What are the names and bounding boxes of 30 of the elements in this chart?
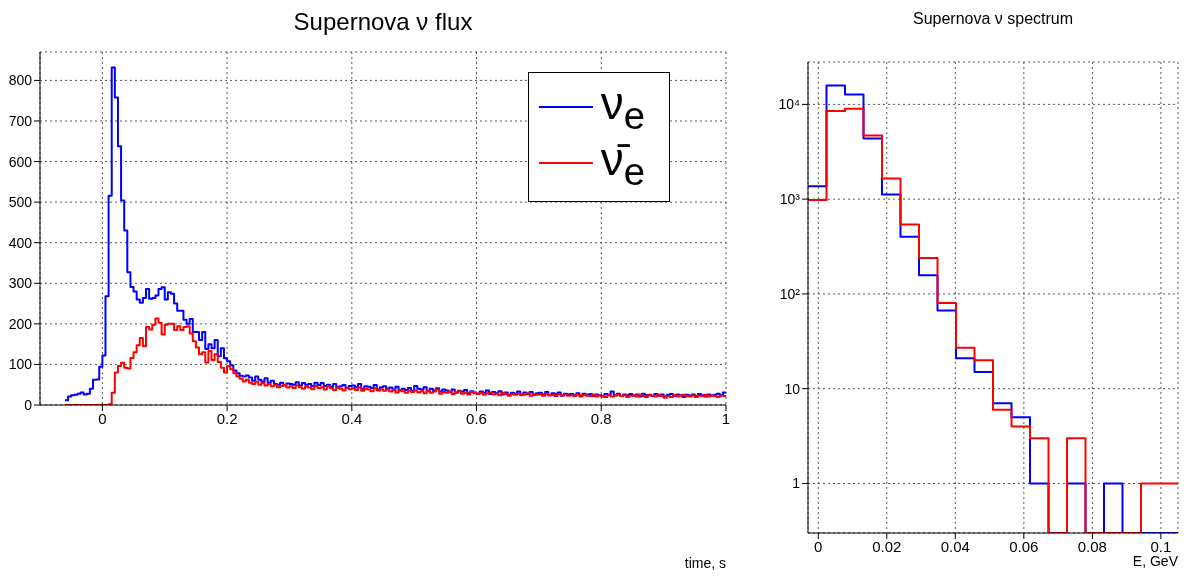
y-tick-label: 300: [8, 275, 33, 292]
y-tick-label: 400: [8, 234, 33, 251]
y-tick-label: 10²: [779, 285, 801, 302]
y-tick-label: 10³: [779, 191, 801, 208]
x-tick-label: 0.2: [216, 409, 238, 427]
y-tick-label: 100: [8, 356, 33, 373]
x-tick-label: 1: [721, 409, 731, 427]
x-tick-label: 0.1: [1150, 537, 1172, 555]
y-tick-label: 10: [784, 380, 801, 397]
x-tick-label: 0.6: [466, 409, 487, 427]
x-tick-label: 0.06: [1009, 537, 1039, 555]
x-tick-label: 0.4: [341, 409, 363, 427]
y-tick-label: 800: [8, 72, 33, 89]
x-tick-label: 0.04: [940, 537, 970, 555]
x-axis-title: E, GeV: [1132, 553, 1178, 569]
x-tick-label: 0.8: [590, 409, 612, 427]
y-tick-label: 10⁴: [778, 96, 800, 113]
x-tick-label: 0: [98, 409, 107, 427]
x-tick-label: 0.02: [872, 537, 902, 555]
y-tick-label: 700: [8, 112, 33, 129]
y-tick-label: 500: [8, 194, 33, 211]
x-tick-label: 0.08: [1077, 537, 1107, 555]
y-tick-label: 600: [8, 153, 33, 170]
y-tick-label: 200: [8, 315, 33, 332]
y-tick-label: 0: [24, 396, 33, 413]
x-tick-label: 0: [814, 537, 823, 555]
y-tick-label: 1: [792, 475, 801, 492]
x-axis-title: time, s: [684, 555, 726, 571]
chart-title: Supernova ν flux: [292, 8, 474, 36]
chart-title: Supernova ν spectrum: [911, 10, 1075, 28]
